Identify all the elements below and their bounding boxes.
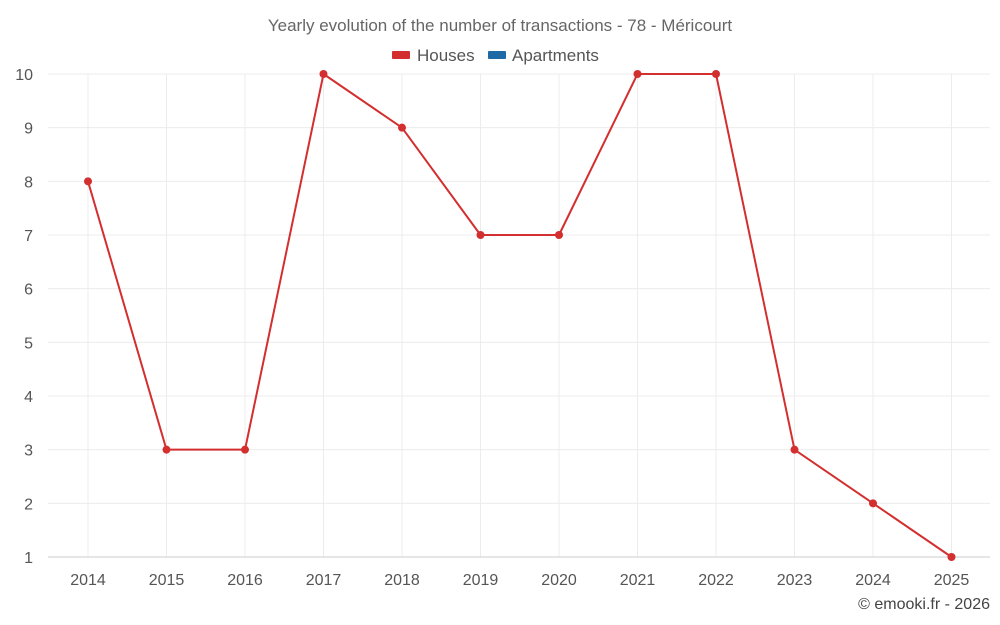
data-point-2025[interactable] — [947, 553, 956, 561]
legend-item-apartments[interactable]: Apartments — [488, 46, 599, 65]
legend-swatch-apartments — [488, 51, 506, 59]
x-tick-label: 2019 — [463, 572, 499, 589]
y-tick-label: 1 — [24, 550, 33, 567]
x-tick-label: 2022 — [698, 572, 734, 589]
x-tick-label: 2018 — [384, 572, 420, 589]
x-tick-label: 2023 — [777, 572, 813, 589]
y-tick-label: 2 — [24, 496, 33, 513]
x-tick-label: 2016 — [227, 572, 263, 589]
data-point-2016[interactable] — [241, 445, 249, 454]
data-point-2024[interactable] — [869, 499, 877, 508]
y-tick-label: 8 — [24, 174, 33, 191]
data-point-2014[interactable] — [84, 177, 92, 186]
x-gridlines — [87, 74, 952, 557]
x-axis: 2014 2015 2016 2017 2018 2019 2020 2021 2022 2023… — [70, 572, 969, 589]
footer-credit: © emooki.fr - 2026 — [858, 596, 990, 613]
legend: Houses Apartments — [392, 46, 599, 65]
x-tick-label: 2024 — [855, 572, 891, 589]
y-tick-label: 3 — [24, 443, 33, 460]
y-tick-label: 7 — [24, 228, 33, 245]
data-point-2022[interactable] — [712, 70, 720, 78]
data-point-2023[interactable] — [790, 445, 799, 454]
series-line-houses — [87, 73, 953, 558]
y-tick-label: 10 — [15, 67, 33, 84]
chart-title: Yearly evolution of the number of transa… — [268, 16, 733, 35]
data-point-2015[interactable] — [162, 445, 171, 454]
x-tick-label: 2015 — [149, 572, 185, 589]
data-point-2018[interactable] — [398, 123, 406, 132]
legend-label-houses: Houses — [417, 46, 475, 65]
data-point-2017[interactable] — [319, 70, 328, 78]
y-gridlines — [48, 73, 990, 504]
x-tick-label: 2021 — [620, 572, 656, 589]
series-houses — [84, 70, 956, 561]
y-tick-label: 9 — [24, 121, 33, 138]
x-tick-label: 2014 — [70, 572, 106, 589]
data-point-2020[interactable] — [555, 231, 563, 239]
legend-item-houses[interactable]: Houses — [392, 46, 475, 65]
x-tick-label: 2017 — [306, 572, 342, 589]
legend-label-apartments: Apartments — [512, 46, 599, 65]
y-tick-label: 4 — [24, 389, 33, 406]
x-tick-label: 2025 — [934, 572, 970, 589]
data-point-2019[interactable] — [476, 231, 485, 239]
data-point-2021[interactable] — [633, 70, 642, 78]
y-axis: 1 2 3 4 5 6 7 8 9 10 — [15, 67, 33, 567]
y-tick-label: 5 — [24, 335, 33, 352]
legend-swatch-houses — [392, 51, 410, 59]
x-tick-label: 2020 — [541, 572, 577, 589]
y-tick-label: 6 — [24, 282, 33, 299]
